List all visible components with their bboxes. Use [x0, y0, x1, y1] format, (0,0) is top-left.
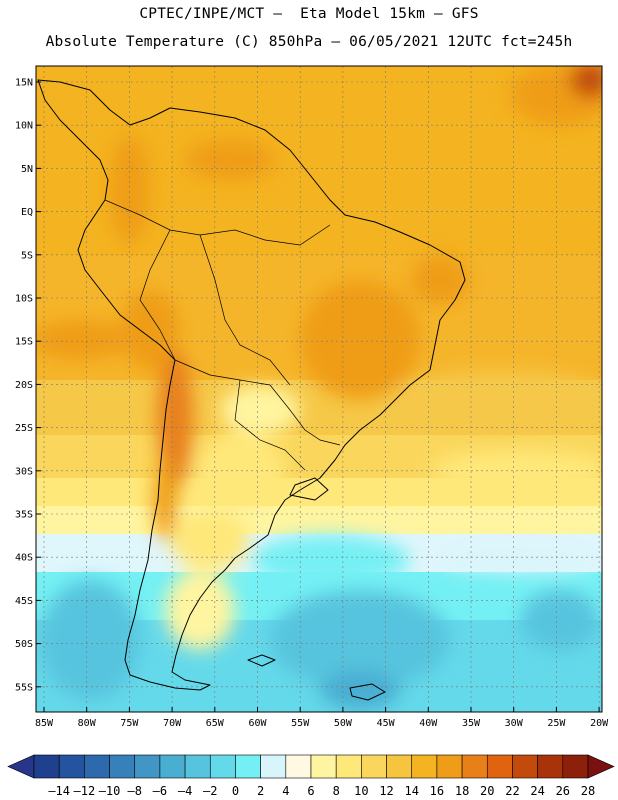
lon-label: 55W [291, 718, 310, 729]
lat-label: 10N [15, 121, 33, 132]
colorbar-swatch [562, 754, 589, 779]
colorbar-label: –2 [203, 784, 217, 798]
lat-label: 15N [15, 78, 33, 89]
colorbar-swatch [285, 754, 312, 779]
lon-label: 25W [547, 718, 566, 729]
colorbar: –14 –12 –10 –8 –6 –4 –2 0 2 4 6 8 10 12 14 16 18 20 22 24 26… [7, 754, 615, 798]
colorbar-swatch [310, 754, 337, 779]
colorbar-swatch [134, 754, 161, 779]
lon-label: 45W [377, 718, 396, 729]
lat-label: 5S [21, 250, 33, 261]
colorbar-label: 18 [455, 784, 469, 798]
colorbar-label: 10 [354, 784, 368, 798]
lat-label: 20S [15, 380, 33, 391]
lon-label: 40W [419, 718, 438, 729]
colorbar-label: 28 [581, 784, 595, 798]
map-title-line1: CPTEC/INPE/MCT – Eta Model 15km – GFS [139, 6, 479, 22]
colorbar-label: 12 [379, 784, 393, 798]
colorbar-label: 14 [405, 784, 419, 798]
colorbar-label: 26 [556, 784, 570, 798]
colorbar-low-arrow [7, 754, 35, 779]
colorbar-label: 16 [430, 784, 444, 798]
colorbar-label: –8 [128, 784, 142, 798]
colorbar-swatch [461, 754, 488, 779]
lat-label: 10S [15, 294, 33, 305]
colorbar-label: –4 [178, 784, 192, 798]
lat-label: 50S [15, 639, 33, 650]
colorbar-swatch [386, 754, 413, 779]
lon-label: 50W [334, 718, 353, 729]
lat-label: 40S [15, 553, 33, 564]
colorbar-label: 8 [333, 784, 340, 798]
lat-label: 35S [15, 510, 33, 521]
colorbar-swatch [159, 754, 186, 779]
lat-label: 55S [15, 682, 33, 693]
lat-label: 45S [15, 596, 33, 607]
lon-label: 35W [462, 718, 481, 729]
coastline [37, 79, 466, 701]
lat-label: 15S [15, 337, 33, 348]
colorbar-label: 20 [480, 784, 494, 798]
lon-label: 80W [78, 718, 97, 729]
lon-label: 75W [120, 718, 139, 729]
colorbar-high-arrow [587, 754, 615, 779]
lat-label: 25S [15, 423, 33, 434]
colorbar-swatch [361, 754, 387, 779]
colorbar-swatch [84, 754, 110, 779]
lat-label: EQ [21, 207, 33, 218]
lon-label: 60W [248, 718, 267, 729]
colorbar-swatch [184, 754, 211, 779]
colorbar-label: 22 [505, 784, 519, 798]
colorbar-label: 4 [282, 784, 289, 798]
colorbar-swatch [537, 754, 564, 779]
lon-label: 65W [206, 718, 225, 729]
colorbar-label: 0 [232, 784, 239, 798]
colorbar-label: –12 [74, 784, 96, 798]
colorbar-swatch [235, 754, 261, 779]
colorbar-swatch [109, 754, 136, 779]
colorbar-swatch [436, 754, 463, 779]
colorbar-label: 24 [530, 784, 544, 798]
lat-label: 30S [15, 466, 33, 477]
map-frame [35, 65, 603, 713]
lat-label: 5N [21, 164, 33, 175]
colorbar-label: –6 [153, 784, 167, 798]
lon-label: 85W [35, 718, 54, 729]
colorbar-swatch [58, 754, 85, 779]
colorbar-swatch [486, 754, 513, 779]
colorbar-swatch [209, 754, 236, 779]
colorbar-label: –14 [48, 784, 70, 798]
colorbar-swatch [33, 754, 60, 779]
colorbar-label: –10 [99, 784, 121, 798]
country-borders [104, 199, 341, 471]
colorbar-swatch [335, 754, 362, 779]
colorbar-swatch [260, 754, 287, 779]
colorbar-label: 6 [307, 784, 314, 798]
map-field [36, 66, 602, 712]
lon-label: 20W [590, 718, 609, 729]
lon-label: 30W [505, 718, 524, 729]
lon-label: 70W [163, 718, 182, 729]
colorbar-swatch [411, 754, 438, 779]
colorbar-swatch [512, 754, 538, 779]
colorbar-label: 2 [257, 784, 264, 798]
map-title-line2: Absolute Temperature (C) 850hPa – 06/05/… [45, 34, 573, 50]
